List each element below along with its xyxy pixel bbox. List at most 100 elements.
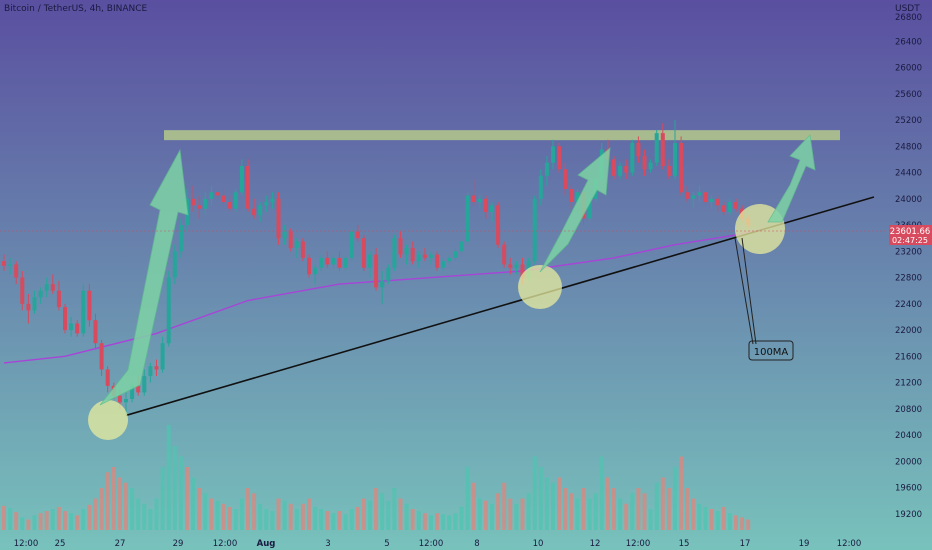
x-tick-label: 29: [173, 539, 184, 549]
volume-bar: [270, 511, 275, 530]
ma-annotation: 100MA: [734, 237, 794, 361]
volume-bar: [746, 519, 751, 530]
candle-body: [429, 254, 433, 258]
candle-body: [502, 244, 507, 265]
x-tick-label: 19: [799, 539, 810, 549]
volume-bar: [483, 500, 488, 530]
y-tick-label: 26400: [895, 37, 922, 47]
candle-body: [380, 280, 385, 288]
volume-bar: [557, 477, 562, 530]
candle-body: [32, 297, 37, 311]
volume-bar: [734, 515, 738, 530]
candle-body: [142, 376, 147, 393]
candle-body: [368, 254, 372, 268]
x-tick-label: 12:00: [213, 539, 238, 549]
y-tick-label: 20000: [895, 457, 922, 467]
y-tick-label: 19200: [895, 510, 922, 520]
candle-body: [636, 143, 641, 157]
volume-bar: [337, 511, 342, 530]
candle-body: [532, 198, 537, 262]
candle-body: [404, 248, 409, 255]
x-tick-label: 8: [474, 539, 479, 549]
x-tick-label: 5: [384, 539, 389, 549]
currency-label: USDT: [895, 4, 920, 14]
volume-bar: [575, 498, 580, 530]
y-tick-label: 26000: [895, 64, 922, 74]
candle-body: [660, 133, 665, 166]
volume-bar: [691, 498, 696, 530]
volume-bar: [703, 506, 708, 530]
volume-bar: [441, 514, 446, 530]
x-tick-label: 12: [590, 539, 601, 549]
candle-body: [349, 231, 354, 258]
volume-bar: [636, 488, 641, 530]
volume-bar: [508, 498, 513, 530]
candle-body: [520, 264, 525, 278]
candle-body: [239, 165, 244, 193]
candle-body: [258, 205, 263, 216]
volume-bar: [642, 493, 647, 530]
volume-bar: [87, 504, 92, 530]
volume-bar: [239, 498, 244, 530]
y-tick-label: 24000: [895, 195, 922, 205]
volume-bar: [520, 498, 525, 530]
volume-bar: [435, 513, 440, 530]
volume-bar: [99, 488, 104, 530]
volume-bar: [136, 498, 141, 530]
volume-bar: [349, 509, 354, 530]
volume-bar: [612, 488, 616, 530]
volume-bar: [93, 498, 98, 530]
volume-bar: [111, 467, 116, 530]
candle-body: [453, 251, 458, 258]
candle-body: [8, 264, 13, 266]
price-tag: [889, 225, 932, 245]
candle-body: [654, 133, 659, 163]
volume-bar: [288, 503, 293, 530]
y-tick-label: 24800: [895, 142, 922, 152]
volume-bar: [666, 488, 671, 530]
candle-body: [2, 261, 6, 266]
candle-body: [307, 257, 311, 275]
highlight-circle: [518, 265, 562, 309]
candle-body: [50, 284, 55, 291]
candle-body: [666, 165, 671, 176]
volume-bar: [526, 493, 531, 530]
y-tick-label: 19600: [895, 484, 922, 494]
x-tick-label: 3: [325, 539, 330, 549]
ma100-line: [3, 227, 767, 364]
volume-bar: [32, 515, 37, 530]
candle-body: [544, 162, 549, 176]
candle-body: [709, 198, 714, 203]
x-tick-label: 12:00: [14, 539, 39, 549]
volume-bar: [514, 503, 519, 530]
volume-bar: [459, 506, 464, 530]
volume-bar: [215, 500, 220, 530]
candle-body: [282, 231, 287, 239]
volume-bar: [2, 505, 6, 530]
volume-bar: [361, 498, 366, 530]
candle-body: [136, 385, 141, 393]
candle-body: [569, 188, 574, 203]
volume-bar: [258, 503, 263, 530]
volume-bar: [142, 503, 147, 530]
volume-bar: [172, 446, 177, 530]
volume-bar: [26, 519, 31, 530]
volume-bar: [465, 467, 470, 530]
candle-body: [56, 290, 61, 308]
volume-bar: [178, 456, 183, 530]
volume-bar: [477, 498, 482, 530]
projection-arrow: [767, 134, 816, 223]
candle-body: [252, 208, 257, 216]
price-tag-price: 23601.66: [890, 227, 931, 237]
candle-body: [551, 146, 555, 163]
y-top-label: 26800: [895, 13, 922, 23]
volume-bar: [648, 509, 653, 530]
candle-body: [81, 290, 86, 334]
volume-bar: [624, 503, 629, 530]
candle-body: [416, 254, 421, 262]
volume-bar: [307, 498, 311, 530]
x-tick-label: 17: [740, 539, 751, 549]
candle-body: [685, 192, 690, 199]
projection-arrows: [99, 134, 816, 406]
volume-bar: [252, 493, 257, 530]
